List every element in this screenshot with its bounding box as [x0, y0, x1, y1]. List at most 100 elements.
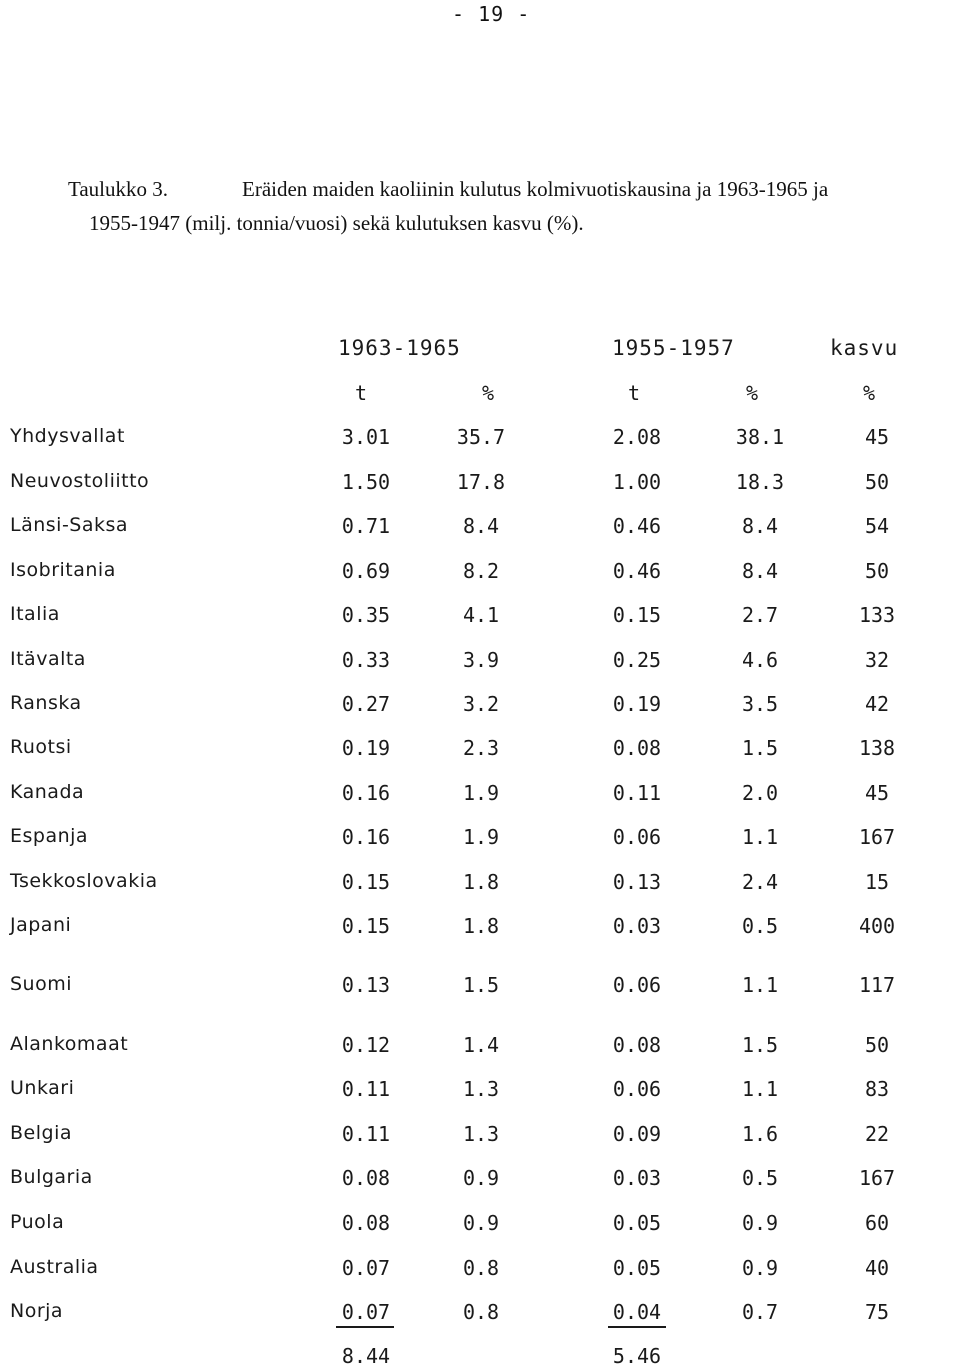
cell-pct-1955-1957: 1.5 [741, 736, 779, 760]
cell-t-1963-1965: 0.16 [341, 781, 391, 805]
cell-t-1955-1957: 0.25 [612, 648, 662, 672]
cell-pct-1963-1965: 1.8 [462, 914, 500, 938]
row-country: Bulgaria [10, 1166, 93, 1188]
cell-pct-1955-1957: 38.1 [735, 425, 785, 449]
cell-pct-1963-1965: 1.4 [462, 1033, 500, 1057]
cell-t-1955-1957: 0.08 [612, 736, 662, 760]
cell-pct-1963-1965: 8.4 [462, 514, 500, 538]
unit-header-pct-growth: % [862, 381, 876, 405]
row-country: Alankomaat [10, 1033, 129, 1055]
cell-t-1955-1957: 0.11 [612, 781, 662, 805]
cell-t-1955-1957: 0.03 [612, 1166, 662, 1190]
cell-pct-1963-1965: 1.3 [462, 1077, 500, 1101]
cell-pct-1963-1965: 1.8 [462, 870, 500, 894]
cell-pct-1963-1965: 4.1 [462, 603, 500, 627]
cell-pct-1955-1957: 1.1 [741, 973, 779, 997]
header-growth: kasvu [830, 336, 899, 360]
cell-pct-1955-1957: 3.5 [741, 692, 779, 716]
row-country: Kanada [10, 781, 85, 803]
cell-t-1955-1957: 0.46 [612, 559, 662, 583]
cell-t-1963-1965: 1.50 [341, 470, 391, 494]
cell-growth-pct: 42 [864, 692, 890, 716]
cell-growth-pct: 75 [864, 1300, 890, 1324]
header-period-1955-1957: 1955-1957 [612, 336, 735, 360]
cell-pct-1963-1965: 1.5 [462, 973, 500, 997]
cell-t-1955-1957: 0.15 [612, 603, 662, 627]
cell-growth-pct: 117 [858, 973, 896, 997]
cell-t-1963-1965: 0.69 [341, 559, 391, 583]
cell-t-1963-1965: 0.08 [341, 1211, 391, 1235]
cell-growth-pct: 22 [864, 1122, 890, 1146]
row-country: Belgia [10, 1122, 72, 1144]
cell-pct-1955-1957: 8.4 [741, 514, 779, 538]
row-country: Länsi-Saksa [10, 514, 129, 536]
row-country: Suomi [10, 973, 73, 995]
cell-pct-1955-1957: 0.5 [741, 1166, 779, 1190]
cell-t-1955-1957: 0.46 [612, 514, 662, 538]
cell-t-1963-1965: 0.71 [341, 514, 391, 538]
row-country: Isobritania [10, 559, 116, 581]
cell-pct-1963-1965: 0.9 [462, 1166, 500, 1190]
cell-pct-1963-1965: 17.8 [456, 470, 506, 494]
row-country: Tsekkoslovakia [10, 870, 158, 892]
caption-line-2: 1955-1947 (milj. tonnia/vuosi) sekä kulu… [89, 211, 584, 235]
cell-t-1963-1965: 0.11 [341, 1122, 391, 1146]
cell-t-1955-1957: 0.04 [612, 1300, 662, 1324]
cell-t-1955-1957: 2.08 [612, 425, 662, 449]
sum-underline-1963-1965 [336, 1326, 394, 1328]
cell-growth-pct: 45 [864, 781, 890, 805]
sum-underline-1955-1957 [608, 1326, 666, 1328]
cell-t-1963-1965: 0.07 [341, 1300, 391, 1324]
cell-pct-1955-1957: 1.1 [741, 1077, 779, 1101]
cell-t-1955-1957: 0.08 [612, 1033, 662, 1057]
cell-pct-1963-1965: 8.2 [462, 559, 500, 583]
row-country: Ranska [10, 692, 82, 714]
cell-t-1963-1965: 0.16 [341, 825, 391, 849]
cell-growth-pct: 40 [864, 1256, 890, 1280]
cell-pct-1955-1957: 18.3 [735, 470, 785, 494]
cell-pct-1963-1965: 3.9 [462, 648, 500, 672]
unit-header-pct-1963: % [481, 381, 495, 405]
row-country: Neuvostoliitto [10, 470, 150, 492]
row-country: Australia [10, 1256, 99, 1278]
row-country: Espanja [10, 825, 89, 847]
cell-growth-pct: 167 [858, 825, 896, 849]
cell-t-1963-1965: 0.27 [341, 692, 391, 716]
table-number: Taulukko 3. [68, 177, 169, 201]
cell-t-1963-1965: 0.07 [341, 1256, 391, 1280]
cell-growth-pct: 50 [864, 470, 890, 494]
cell-pct-1963-1965: 2.3 [462, 736, 500, 760]
cell-t-1955-1957: 0.19 [612, 692, 662, 716]
cell-pct-1955-1957: 1.1 [741, 825, 779, 849]
cell-pct-1955-1957: 0.9 [741, 1256, 779, 1280]
cell-growth-pct: 45 [864, 425, 890, 449]
cell-pct-1955-1957: 2.7 [741, 603, 779, 627]
cell-pct-1955-1957: 0.5 [741, 914, 779, 938]
cell-growth-pct: 54 [864, 514, 890, 538]
unit-header-t-1963: t [354, 381, 368, 405]
cell-pct-1963-1965: 1.9 [462, 825, 500, 849]
cell-t-1963-1965: 0.19 [341, 736, 391, 760]
cell-pct-1963-1965: 3.2 [462, 692, 500, 716]
cell-growth-pct: 83 [864, 1077, 890, 1101]
cell-growth-pct: 32 [864, 648, 890, 672]
cell-t-1963-1965: 0.15 [341, 914, 391, 938]
cell-pct-1963-1965: 35.7 [456, 425, 506, 449]
cell-t-1955-1957: 0.06 [612, 825, 662, 849]
cell-pct-1963-1965: 0.9 [462, 1211, 500, 1235]
cell-t-1955-1957: 0.05 [612, 1211, 662, 1235]
cell-t-1963-1965: 0.15 [341, 870, 391, 894]
cell-pct-1963-1965: 1.3 [462, 1122, 500, 1146]
cell-growth-pct: 138 [858, 736, 896, 760]
cell-growth-pct: 15 [864, 870, 890, 894]
cell-pct-1963-1965: 0.8 [462, 1300, 500, 1324]
cell-pct-1955-1957: 2.0 [741, 781, 779, 805]
header-period-1963-1965: 1963-1965 [338, 336, 461, 360]
row-country: Yhdysvallat [10, 425, 125, 447]
row-country: Puola [10, 1211, 65, 1233]
caption-line-1: Taulukko 3. Eräiden maiden kaoliinin kulu… [68, 172, 960, 206]
cell-pct-1955-1957: 0.7 [741, 1300, 779, 1324]
table-caption: Taulukko 3. Eräiden maiden kaoliinin kulu… [68, 172, 960, 240]
cell-t-1955-1957: 0.09 [612, 1122, 662, 1146]
cell-pct-1955-1957: 1.6 [741, 1122, 779, 1146]
